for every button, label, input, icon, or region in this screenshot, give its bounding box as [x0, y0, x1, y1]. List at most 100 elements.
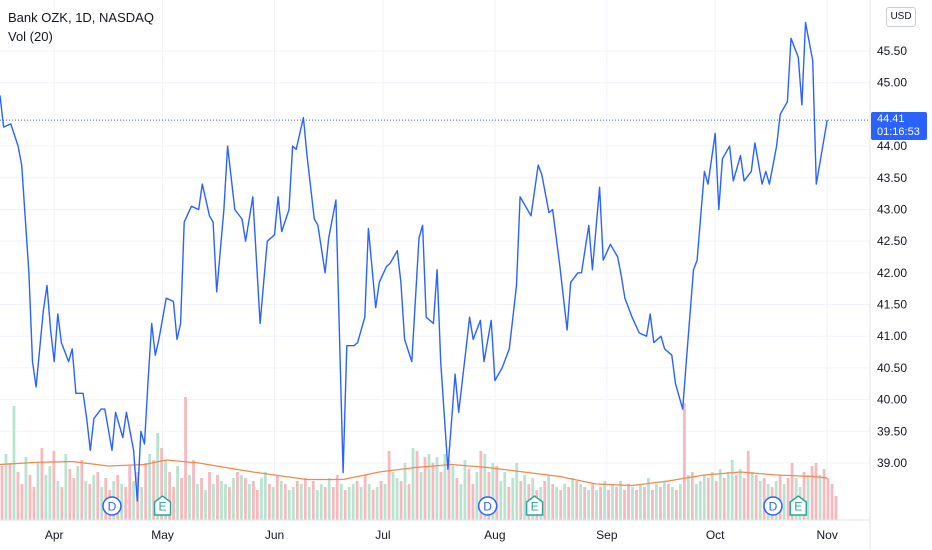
volume-bar — [579, 484, 583, 520]
volume-bar — [156, 433, 160, 520]
volume-bar — [327, 478, 331, 520]
x-axis[interactable]: Apr May Jun Jul Aug Sep Oct Nov — [45, 528, 838, 542]
volume-bar — [834, 496, 838, 520]
volume-bar — [762, 478, 766, 520]
y-tick-label: 40.50 — [877, 361, 907, 375]
volume-bar — [631, 487, 634, 520]
volume-bar — [96, 472, 100, 520]
volume-bar — [263, 472, 267, 520]
volume-bar — [180, 478, 183, 520]
volume-bar — [52, 451, 56, 520]
volume-bar — [702, 475, 706, 520]
volume-bar — [682, 403, 686, 520]
volume-bar — [24, 457, 28, 520]
volume-bar — [76, 466, 80, 520]
last-price-value: 44.41 — [877, 113, 905, 126]
volume-bar — [671, 487, 674, 520]
earnings-marker[interactable]: E — [789, 495, 808, 516]
volume-bar — [371, 490, 375, 520]
volume-bar — [287, 490, 291, 520]
volume-bar — [140, 487, 144, 520]
dividend-marker[interactable]: D — [102, 496, 122, 516]
volume-bar — [559, 490, 563, 520]
volume-bar — [738, 469, 742, 520]
volume-bar — [543, 481, 547, 520]
y-tick-label: 40.00 — [877, 393, 907, 407]
volume-bar — [132, 481, 136, 520]
volume-bar — [128, 466, 132, 520]
volume-title[interactable]: Vol (20) — [8, 29, 53, 44]
volume-bar — [395, 478, 399, 520]
dividend-marker[interactable]: D — [477, 496, 498, 516]
volume-bar — [451, 466, 455, 520]
volume-bar — [714, 481, 718, 520]
volume-bar — [782, 484, 786, 520]
volume-bar — [375, 487, 379, 520]
volume-bar — [72, 478, 76, 520]
volume-bar — [471, 484, 475, 520]
volume-bar — [208, 472, 211, 520]
volume-bar — [435, 457, 439, 520]
event-marker-label: E — [159, 500, 167, 514]
volume-bar — [758, 481, 762, 520]
volume-bar — [220, 481, 223, 520]
volume-bar — [647, 478, 650, 520]
volume-bar — [639, 484, 642, 520]
volume-bar — [359, 487, 363, 520]
volume-bar — [603, 481, 606, 520]
volume-bar — [786, 478, 790, 520]
earnings-marker[interactable]: E — [153, 495, 172, 516]
volume-bar — [718, 469, 722, 520]
volume-bar — [419, 472, 423, 520]
volume-bar — [164, 460, 167, 520]
volume-bar — [399, 481, 403, 520]
x-tick-label: Sep — [596, 528, 618, 542]
volume-bar — [607, 490, 610, 520]
volume-bar — [826, 478, 830, 520]
volume-bar — [651, 490, 654, 520]
volume-bars — [0, 397, 838, 520]
volume-bar — [810, 466, 814, 520]
x-tick-label: Nov — [816, 528, 837, 542]
volume-bar — [100, 487, 104, 520]
y-axis[interactable]: 39.00 39.50 40.00 40.50 41.00 41.50 42.00 42.50… — [877, 44, 907, 470]
volume-bar — [271, 487, 275, 520]
volume-bar — [423, 457, 427, 520]
event-marker-label: D — [483, 500, 492, 514]
y-tick-label: 43.50 — [877, 171, 907, 185]
volume-bar — [411, 448, 415, 520]
volume-bar — [674, 490, 678, 520]
dividend-marker[interactable]: D — [763, 496, 783, 516]
volume-bar — [315, 490, 319, 520]
volume-bar — [439, 472, 443, 520]
volume-bar — [730, 460, 734, 520]
volume-bar — [667, 484, 670, 520]
volume-bar — [698, 481, 702, 520]
volume-bar — [742, 478, 746, 520]
symbol-title[interactable]: Bank OZK, 1D, NASDAQ — [8, 10, 154, 25]
earnings-marker[interactable]: E — [525, 495, 544, 516]
volume-bar — [806, 475, 810, 520]
volume-bar — [443, 454, 447, 520]
volume-bar — [515, 463, 519, 520]
volume-bar — [694, 484, 698, 520]
volume-bar — [690, 472, 694, 520]
volume-bar — [20, 484, 24, 520]
volume-bar — [331, 487, 335, 520]
volume-bar — [571, 478, 575, 520]
volume-bar — [746, 451, 750, 520]
y-tick-label: 41.50 — [877, 298, 907, 312]
volume-bar — [591, 484, 594, 520]
currency-button[interactable]: USD — [886, 7, 916, 27]
volume-bar — [643, 487, 646, 520]
volume-bar — [12, 406, 16, 520]
volume-bar — [323, 487, 327, 520]
volume-bar — [347, 487, 351, 520]
volume-bar — [48, 466, 52, 520]
volume-bar — [40, 448, 44, 520]
volume-bar — [595, 490, 598, 520]
volume-bar — [303, 478, 307, 520]
volume-bar — [176, 466, 179, 520]
volume-bar — [363, 475, 367, 520]
